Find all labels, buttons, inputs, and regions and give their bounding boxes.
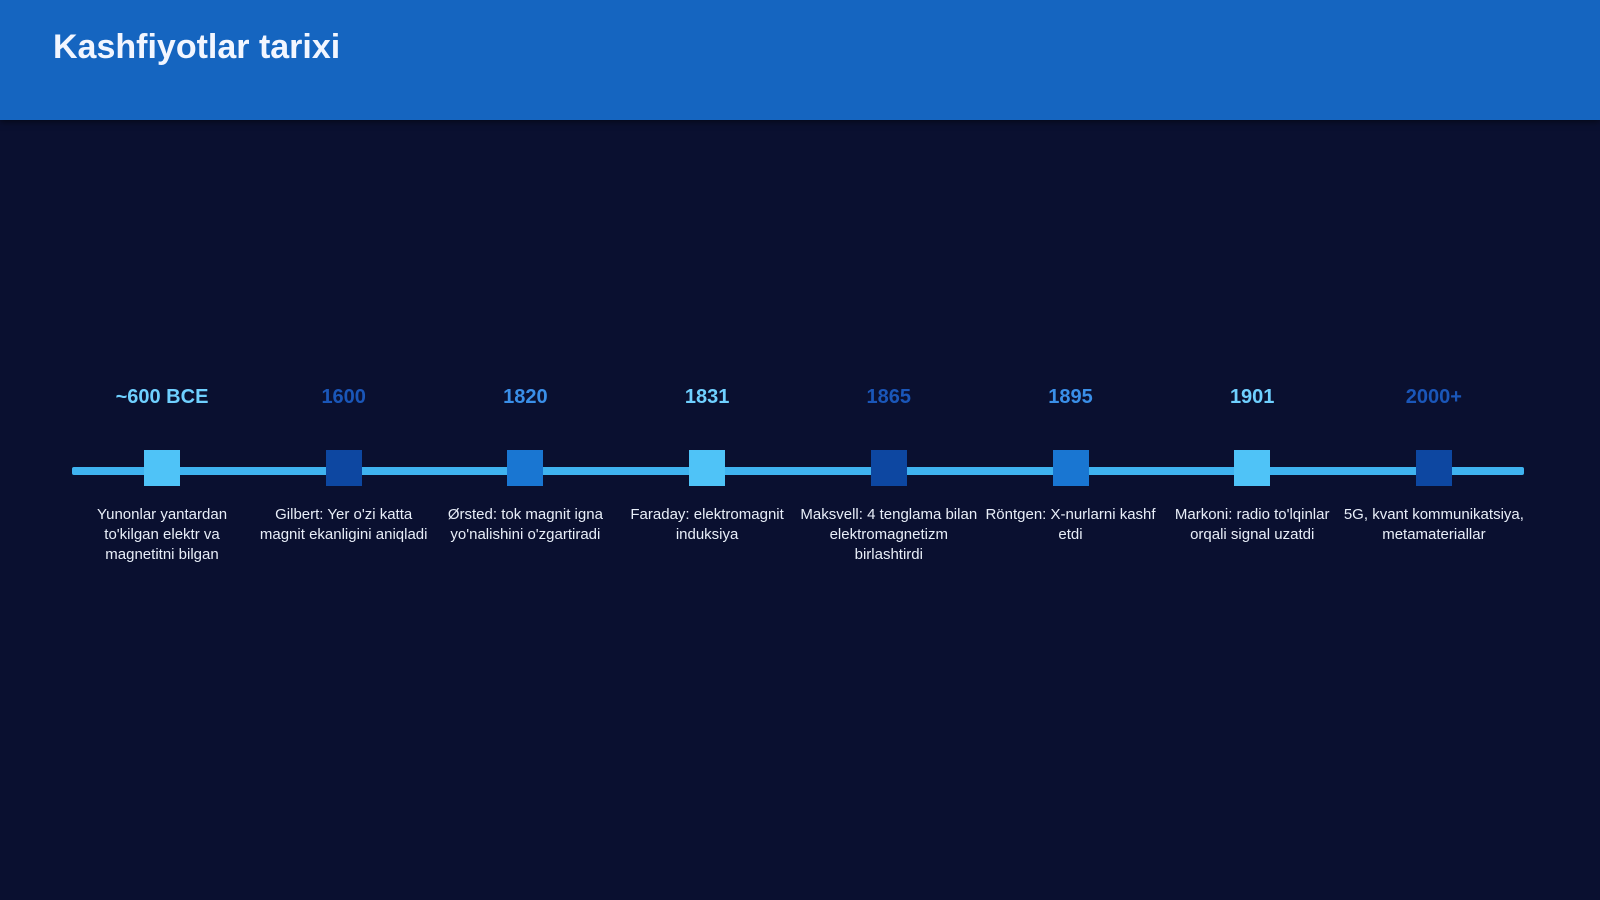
event-description: Maksvell: 4 tenglama bilan elektromagnet… xyxy=(800,506,978,563)
event-description: Markoni: radio to'lqinlar orqali signal … xyxy=(1174,506,1330,543)
header-bar: Kashfiyotlar tarixi xyxy=(0,0,1600,120)
event-marker xyxy=(507,450,544,486)
event-year: 1600 xyxy=(321,386,366,408)
event-marker xyxy=(1052,450,1089,486)
event-year: 1901 xyxy=(1229,386,1275,408)
event-description: Ørsted: tok magnit igna yo'nalishini o'z… xyxy=(447,506,603,543)
event-year: 1895 xyxy=(1048,386,1093,408)
event-marker xyxy=(689,450,726,486)
event-description: 5G, kvant kommunikatsiya, metamaterialla… xyxy=(1343,506,1524,543)
event-year: 1865 xyxy=(866,386,912,408)
event-marker xyxy=(325,450,362,486)
event-description: Faraday: elektromagnit induksiya xyxy=(630,506,784,543)
timeline-line xyxy=(72,467,1524,475)
event-year: 2000+ xyxy=(1405,386,1462,408)
event-description: Röntgen: X-nurlarni kashf etdi xyxy=(985,506,1156,543)
event-year: ~600 BCE xyxy=(115,386,209,408)
event-marker xyxy=(144,450,180,486)
slide-title: Kashfiyotlar tarixi xyxy=(53,28,341,66)
event-marker xyxy=(1415,450,1452,486)
event-marker xyxy=(870,450,907,486)
event-marker xyxy=(1234,450,1271,486)
event-description: Gilbert: Yer o'zi katta magnit ekanligin… xyxy=(259,506,428,543)
event-year: 1831 xyxy=(684,386,730,408)
event-year: 1820 xyxy=(503,386,548,408)
event-description: Yunonlar yantardan to'kilgan elektr va m… xyxy=(96,506,228,563)
